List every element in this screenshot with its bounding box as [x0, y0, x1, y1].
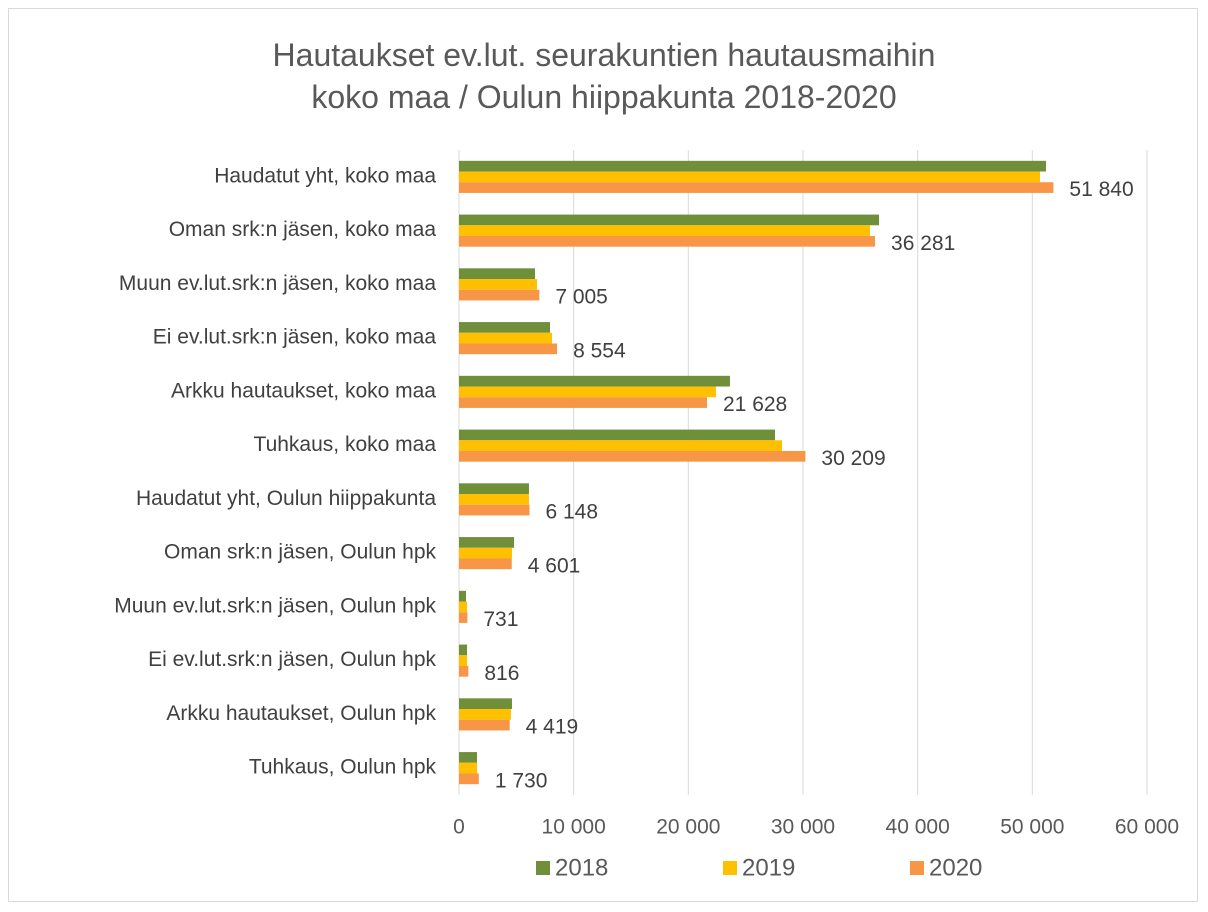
bar: [459, 225, 870, 236]
x-tick-label: 60 000: [1115, 816, 1179, 839]
value-label: 51 840: [1069, 178, 1133, 201]
bar: [459, 289, 540, 301]
bar: [459, 644, 468, 656]
y-tick-label: Muun ev.lut.srk:n jäsen, koko maa: [119, 272, 436, 295]
y-tick-label: Haudatut yht, koko maa: [214, 164, 436, 187]
legend-swatch: [910, 861, 924, 875]
bar: [459, 440, 783, 451]
bar: [459, 160, 1046, 172]
bar: [459, 268, 536, 280]
bar: [459, 537, 515, 548]
bar: [459, 698, 512, 710]
bar: [459, 182, 1054, 193]
value-label: 4 601: [528, 554, 581, 577]
value-label: 816: [484, 662, 519, 685]
bar: [459, 547, 512, 559]
bar: [459, 590, 466, 602]
bar: [459, 332, 552, 344]
bar: [459, 343, 558, 355]
y-tick-label: Arkku hautaukset, Oulun hpk: [166, 702, 436, 725]
bar: [459, 235, 876, 247]
chart-title: Hautaukset ev.lut. seurakuntien hautausm…: [272, 37, 936, 115]
y-tick-label: Ei ev.lut.srk:n jäsen, Oulun hpk: [148, 648, 436, 671]
bar: [459, 214, 880, 226]
y-tick-label: Muun ev.lut.srk:n jäsen, Oulun hpk: [114, 594, 436, 617]
x-tick-label: 10 000: [542, 816, 606, 839]
y-tick-label: Ei ev.lut.srk:n jäsen, koko maa: [153, 326, 437, 349]
bar: [459, 386, 716, 398]
x-tick-label: 0: [453, 816, 465, 839]
legend-swatch: [723, 861, 737, 875]
bar: [459, 450, 806, 462]
bar: [459, 665, 469, 677]
bar: [459, 322, 551, 333]
y-tick-label: Tuhkaus, koko maa: [254, 433, 437, 456]
y-tick-label: Tuhkaus, Oulun hpk: [249, 756, 437, 779]
value-label: 4 419: [526, 716, 579, 739]
y-tick-label: Haudatut yht, Oulun hiippakunta: [136, 487, 436, 510]
bar: [459, 655, 468, 666]
y-tick-label: Arkku hautaukset, koko maa: [171, 379, 436, 402]
bar: [459, 752, 478, 763]
chart-frame: [8, 8, 1198, 902]
value-label: 8 554: [573, 339, 626, 362]
bar: [459, 558, 512, 570]
bar: [459, 504, 530, 516]
bar: [459, 279, 537, 290]
bar: [459, 375, 730, 387]
bar: [459, 494, 529, 505]
bar: [459, 612, 468, 623]
x-tick-label: 30 000: [771, 816, 835, 839]
bar: [459, 762, 478, 774]
bar: [459, 397, 708, 408]
bar: [459, 483, 529, 495]
y-tick-label: Oman srk:n jäsen, Oulun hpk: [164, 541, 436, 564]
value-label: 36 281: [891, 232, 955, 255]
bar: [459, 171, 1041, 183]
legend-label: 2018: [555, 854, 608, 881]
legend-label: 2019: [742, 854, 795, 881]
x-tick-label: 50 000: [1000, 816, 1064, 839]
value-label: 7 005: [555, 286, 608, 309]
value-label: 21 628: [723, 393, 787, 416]
bar: [459, 709, 511, 720]
x-tick-label: 40 000: [886, 816, 950, 839]
bar: [459, 601, 468, 613]
value-label: 6 148: [545, 501, 598, 524]
bar: [459, 773, 479, 785]
y-tick-label: Oman srk:n jäsen, koko maa: [169, 218, 437, 241]
value-label: 731: [483, 608, 518, 631]
bar: [459, 719, 510, 731]
legend-label: 2020: [929, 854, 982, 881]
value-label: 1 730: [495, 769, 548, 792]
x-tick-label: 20 000: [656, 816, 720, 839]
legend-swatch: [536, 861, 550, 875]
bar: [459, 429, 776, 441]
value-label: 30 209: [821, 447, 885, 470]
